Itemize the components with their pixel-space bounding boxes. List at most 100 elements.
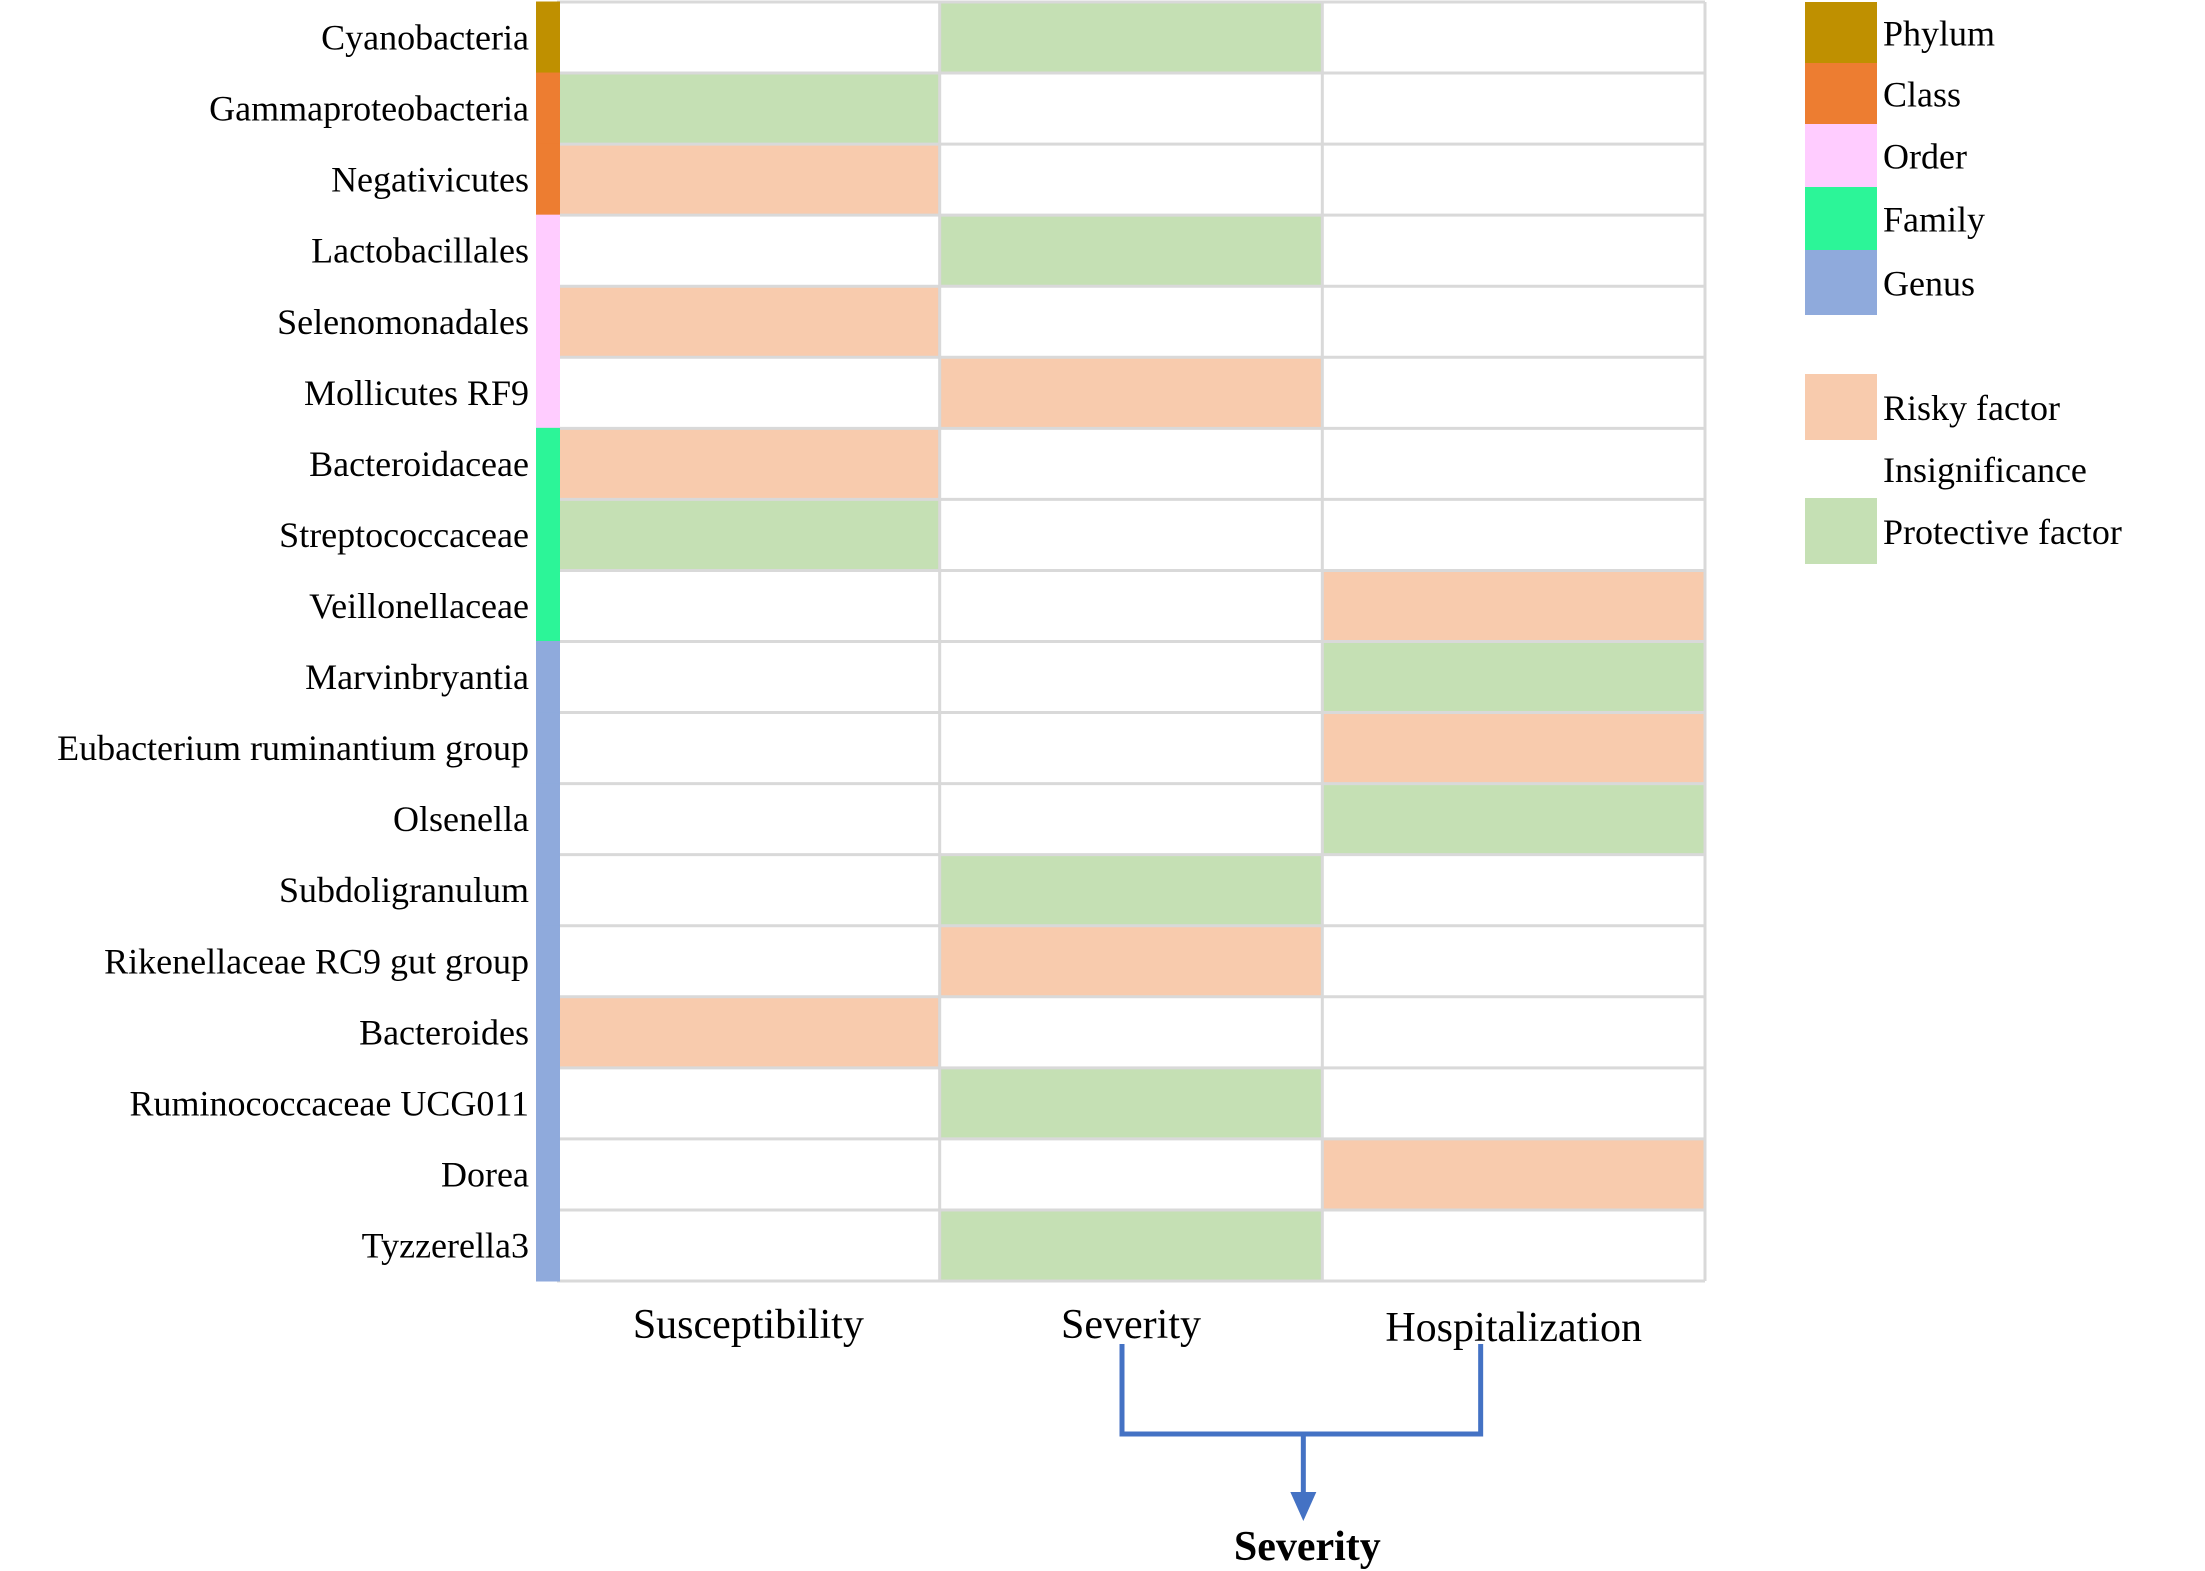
cell-subdoligranulum-susceptibility bbox=[557, 854, 940, 926]
cell-gammaproteobacteria-hospitalization bbox=[1322, 73, 1705, 145]
cell-bacteroidaceae-susceptibility bbox=[557, 428, 940, 500]
legend: Phylum Class Order Family Genus Risky factor I… bbox=[1805, 2, 2122, 564]
column-label-hospitalization: Hospitalization bbox=[1385, 1305, 1642, 1351]
cell-gammaproteobacteria-severity bbox=[939, 73, 1323, 145]
level-bar-rikenellaceae-rc9-gut-group bbox=[536, 925, 560, 998]
heatmap-cells bbox=[557, 2, 1705, 1281]
legend-swatch-order bbox=[1805, 124, 1877, 187]
bracket-arrow-head-icon bbox=[1290, 1492, 1317, 1521]
merged-severity-label: Severity bbox=[1234, 1524, 1381, 1570]
row-label-marvinbryantia: Marvinbryantia bbox=[305, 657, 529, 697]
cell-bacteroides-hospitalization bbox=[1322, 996, 1705, 1068]
cell-streptococcaceae-susceptibility bbox=[557, 499, 940, 571]
heatmap-grid bbox=[555, 0, 1707, 1283]
row-label-tyzzerella3: Tyzzerella3 bbox=[362, 1225, 529, 1265]
row-label-bacteroides: Bacteroides bbox=[359, 1012, 529, 1052]
merge-bracket: Severity bbox=[1119, 1344, 1484, 1570]
cell-rikenellaceae-rc9-gut-group-hospitalization bbox=[1322, 925, 1705, 997]
level-bar-lactobacillales bbox=[536, 214, 560, 287]
level-bar-subdoligranulum bbox=[536, 854, 560, 927]
row-label-streptococcaceae: Streptococcaceae bbox=[279, 515, 529, 555]
cell-cyanobacteria-susceptibility bbox=[557, 2, 940, 74]
legend-label-protective-factor: Protective factor bbox=[1883, 512, 2122, 552]
row-label-negativicutes: Negativicutes bbox=[331, 160, 529, 200]
level-bar-dorea bbox=[536, 1138, 560, 1211]
level-bar-streptococcaceae bbox=[536, 498, 560, 571]
level-bar-negativicutes bbox=[536, 143, 560, 216]
cell-rikenellaceae-rc9-gut-group-susceptibility bbox=[557, 925, 940, 997]
legend-label-order: Order bbox=[1883, 137, 1967, 177]
cell-selenomonadales-hospitalization bbox=[1322, 286, 1705, 358]
cell-mollicutes-rf9-susceptibility bbox=[557, 357, 940, 429]
legend-label-insignificance: Insignificance bbox=[1883, 450, 2087, 490]
legend-swatch-genus bbox=[1805, 250, 1877, 315]
level-bar-ruminococcaceae-ucg011 bbox=[536, 1067, 560, 1140]
cell-subdoligranulum-hospitalization bbox=[1322, 854, 1705, 926]
level-bar-marvinbryantia bbox=[536, 641, 560, 714]
level-bar-veillonellaceae bbox=[536, 569, 560, 642]
column-labels: Susceptibility Severity Hospitalization bbox=[633, 1302, 1642, 1351]
level-bar-bacteroidaceae bbox=[536, 427, 560, 500]
cell-bacteroides-susceptibility bbox=[557, 996, 940, 1068]
cell-marvinbryantia-hospitalization bbox=[1322, 641, 1705, 713]
cell-negativicutes-severity bbox=[939, 144, 1323, 216]
cell-gammaproteobacteria-susceptibility bbox=[557, 73, 940, 145]
legend-swatch-phylum bbox=[1805, 2, 1877, 63]
cell-streptococcaceae-severity bbox=[939, 499, 1323, 571]
level-bar-cyanobacteria bbox=[536, 1, 560, 74]
cell-eubacterium-ruminantium-group-severity bbox=[939, 712, 1323, 784]
legend-swatch-class bbox=[1805, 63, 1877, 124]
cell-ruminococcaceae-ucg011-susceptibility bbox=[557, 1067, 940, 1139]
level-bar-eubacterium-ruminantium-group bbox=[536, 712, 560, 785]
cell-lactobacillales-severity bbox=[939, 215, 1323, 287]
column-label-susceptibility: Susceptibility bbox=[633, 1302, 864, 1348]
level-bar-bacteroides bbox=[536, 996, 560, 1069]
cell-lactobacillales-hospitalization bbox=[1322, 215, 1705, 287]
row-label-olsenella: Olsenella bbox=[393, 799, 529, 839]
cell-negativicutes-susceptibility bbox=[557, 144, 940, 216]
cell-bacteroides-severity bbox=[939, 996, 1323, 1068]
level-bar-tyzzerella3 bbox=[536, 1209, 560, 1282]
cell-eubacterium-ruminantium-group-susceptibility bbox=[557, 712, 940, 784]
legend-label-family: Family bbox=[1883, 200, 1985, 240]
row-label-eubacterium-ruminantium-group: Eubacterium ruminantium group bbox=[57, 728, 529, 768]
level-bar-selenomonadales bbox=[536, 285, 560, 358]
cell-ruminococcaceae-ucg011-severity bbox=[939, 1067, 1323, 1139]
cell-dorea-susceptibility bbox=[557, 1138, 940, 1210]
cell-ruminococcaceae-ucg011-hospitalization bbox=[1322, 1067, 1705, 1139]
level-bar-olsenella bbox=[536, 783, 560, 856]
cell-rikenellaceae-rc9-gut-group-severity bbox=[939, 925, 1323, 997]
level-bar-mollicutes-rf9 bbox=[536, 356, 560, 429]
legend-label-phylum: Phylum bbox=[1883, 14, 1995, 54]
cell-veillonellaceae-severity bbox=[939, 570, 1323, 642]
row-label-veillonellaceae: Veillonellaceae bbox=[309, 586, 529, 626]
legend-swatch-risky-factor bbox=[1805, 374, 1877, 440]
row-label-dorea: Dorea bbox=[441, 1154, 529, 1194]
taxonomy-level-bar bbox=[536, 1, 560, 1282]
cell-mollicutes-rf9-hospitalization bbox=[1322, 357, 1705, 429]
cell-olsenella-severity bbox=[939, 783, 1323, 855]
cell-subdoligranulum-severity bbox=[939, 854, 1323, 926]
row-label-ruminococcaceae-ucg011: Ruminococcaceae UCG011 bbox=[129, 1083, 529, 1123]
cell-veillonellaceae-hospitalization bbox=[1322, 570, 1705, 642]
cell-streptococcaceae-hospitalization bbox=[1322, 499, 1705, 571]
row-label-cyanobacteria: Cyanobacteria bbox=[321, 18, 529, 58]
cell-bacteroidaceae-severity bbox=[939, 428, 1323, 500]
cell-selenomonadales-severity bbox=[939, 286, 1323, 358]
column-label-severity: Severity bbox=[1061, 1302, 1201, 1348]
row-label-selenomonadales: Selenomonadales bbox=[277, 302, 529, 342]
legend-label-class: Class bbox=[1883, 75, 1961, 115]
cell-tyzzerella3-hospitalization bbox=[1322, 1209, 1705, 1281]
cell-dorea-hospitalization bbox=[1322, 1138, 1705, 1210]
cell-lactobacillales-susceptibility bbox=[557, 215, 940, 287]
cell-selenomonadales-susceptibility bbox=[557, 286, 940, 358]
row-labels: Cyanobacteria Gammaproteobacteria Negativi… bbox=[57, 18, 529, 1266]
bracket-line bbox=[1119, 1344, 1484, 1437]
legend-label-risky-factor: Risky factor bbox=[1883, 388, 2060, 428]
cell-marvinbryantia-susceptibility bbox=[557, 641, 940, 713]
row-label-lactobacillales: Lactobacillales bbox=[311, 231, 529, 271]
cell-tyzzerella3-severity bbox=[939, 1209, 1323, 1281]
level-bar-gammaproteobacteria bbox=[536, 72, 560, 145]
cell-negativicutes-hospitalization bbox=[1322, 144, 1705, 216]
legend-swatch-family bbox=[1805, 187, 1877, 250]
